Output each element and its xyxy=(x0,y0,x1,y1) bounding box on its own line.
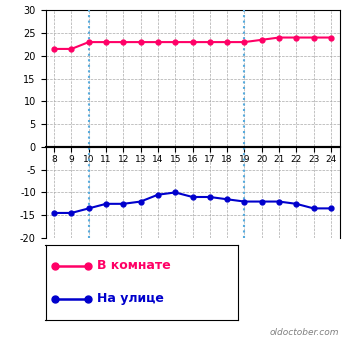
Text: На улице: На улице xyxy=(97,292,164,305)
Text: В комнате: В комнате xyxy=(97,259,171,272)
Text: oldoctober.com: oldoctober.com xyxy=(270,328,340,337)
